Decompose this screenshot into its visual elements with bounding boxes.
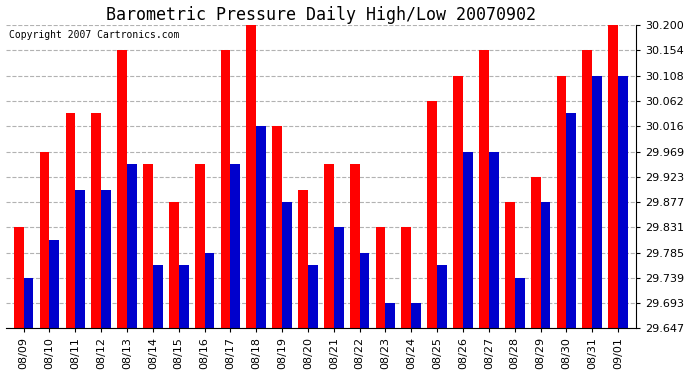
Bar	[298, 190, 308, 328]
Bar	[91, 113, 101, 328]
Bar	[592, 75, 602, 328]
Bar	[75, 190, 85, 328]
Bar	[308, 265, 318, 328]
Bar	[204, 253, 215, 328]
Bar	[540, 202, 551, 328]
Bar	[246, 25, 256, 328]
Bar	[479, 50, 489, 328]
Bar	[489, 152, 499, 328]
Bar	[437, 265, 447, 328]
Bar	[375, 227, 386, 328]
Bar	[334, 227, 344, 328]
Bar	[39, 152, 50, 328]
Bar	[153, 265, 163, 328]
Title: Barometric Pressure Daily High/Low 20070902: Barometric Pressure Daily High/Low 20070…	[106, 6, 536, 24]
Bar	[50, 240, 59, 328]
Bar	[515, 278, 524, 328]
Bar	[273, 126, 282, 328]
Bar	[101, 190, 111, 328]
Bar	[566, 113, 576, 328]
Bar	[463, 152, 473, 328]
Bar	[143, 164, 153, 328]
Bar	[230, 164, 240, 328]
Bar	[386, 303, 395, 328]
Text: Copyright 2007 Cartronics.com: Copyright 2007 Cartronics.com	[9, 30, 179, 40]
Bar	[609, 25, 618, 328]
Bar	[427, 101, 437, 328]
Bar	[324, 164, 334, 328]
Bar	[557, 75, 566, 328]
Bar	[402, 227, 411, 328]
Bar	[23, 278, 34, 328]
Bar	[411, 303, 421, 328]
Bar	[531, 177, 540, 328]
Bar	[350, 164, 359, 328]
Bar	[582, 50, 592, 328]
Bar	[505, 202, 515, 328]
Bar	[14, 227, 23, 328]
Bar	[453, 75, 463, 328]
Bar	[221, 50, 230, 328]
Bar	[256, 126, 266, 328]
Bar	[117, 50, 127, 328]
Bar	[282, 202, 292, 328]
Bar	[66, 113, 75, 328]
Bar	[169, 202, 179, 328]
Bar	[359, 253, 369, 328]
Bar	[179, 265, 188, 328]
Bar	[127, 164, 137, 328]
Bar	[618, 75, 628, 328]
Bar	[195, 164, 204, 328]
